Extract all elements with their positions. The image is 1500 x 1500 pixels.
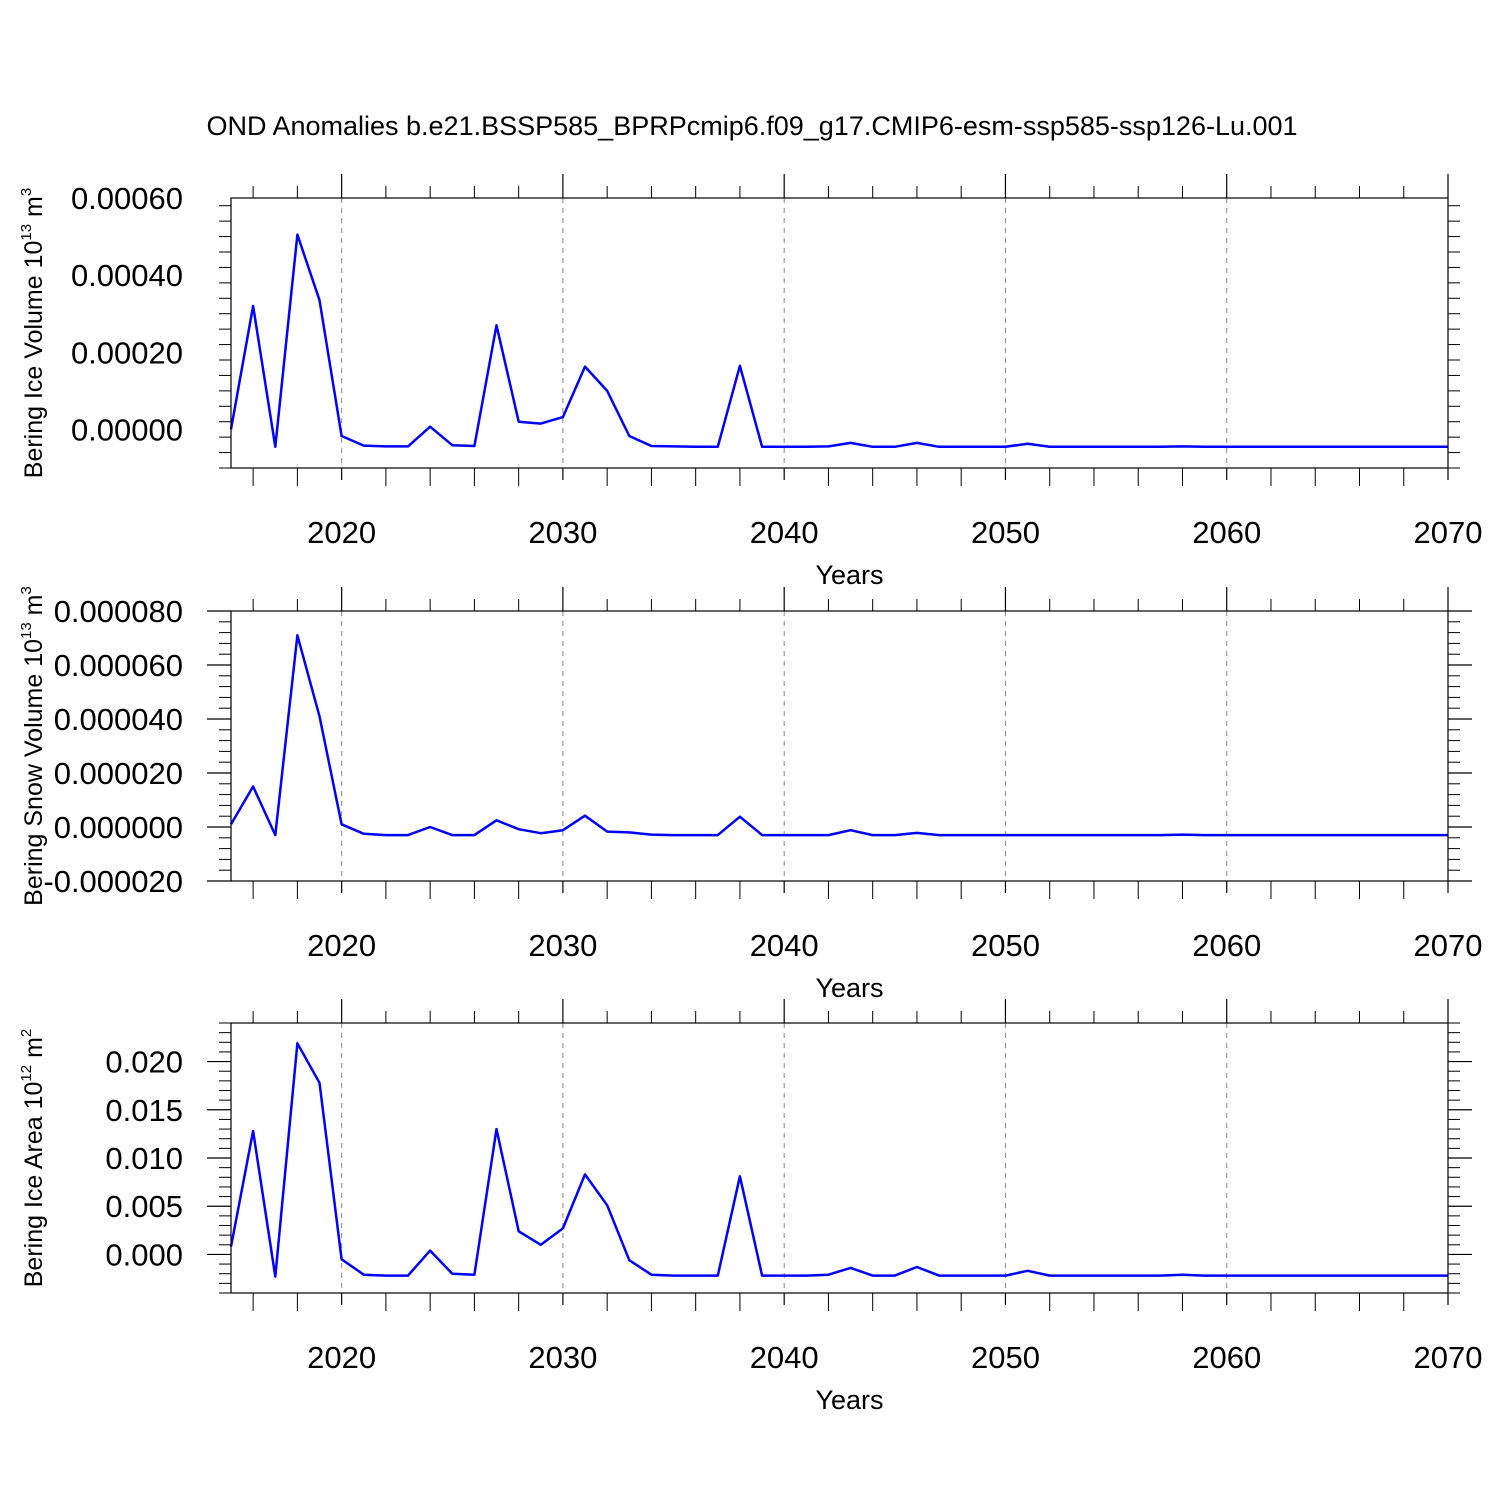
y-tick-label: 0.010 [105,1141,183,1176]
x-tick-label: 2060 [1192,515,1261,550]
x-axis-label: Years [815,973,883,1003]
x-tick-label: 2070 [1414,515,1483,550]
y-axis-label-exponent: 13 [18,622,35,639]
plot-frame [230,197,1449,469]
y-axis-label-exponent: 13 [18,224,35,241]
y-axis-label-unit: m [20,1037,48,1065]
x-tick-labels: 2020 2030 2040 2050 2060 2070 [307,928,1482,963]
y-tick-labels: -0.000020 0.000000 0.000020 0.000040 0.00006… [43,594,183,899]
x-tick-label: 2020 [307,928,376,963]
x-tick-label: 2050 [971,515,1040,550]
panel-ice-volume: 0.00000 0.00020 0.00040 0.00060 2020 2030 204… [18,174,1482,590]
y-tick-label: -0.000020 [43,864,183,899]
grid-lines [341,1023,1228,1293]
series-line [229,233,1448,449]
y-tick-label: 0.015 [105,1093,183,1128]
x-tick-label: 2030 [528,1340,597,1375]
y-tick-label: 0.000060 [54,648,183,683]
x-axis-label: Years [815,1385,883,1415]
series-line [229,634,1448,837]
y-tick-label: 0.000000 [54,810,183,845]
y-tick-label: 0.000 [105,1237,183,1272]
y-axis-label-text: Bering Snow Volume 10 [20,639,48,906]
y-axis-label-exponent: 12 [18,1065,35,1082]
x-tick-label: 2030 [528,928,597,963]
y-tick-label: 0.000020 [54,756,183,791]
x-tick-label: 2050 [971,1340,1040,1375]
y-axis-label-unit-exponent: 2 [18,1029,35,1037]
y-tick-labels: 0.000 0.005 0.010 0.015 0.020 [105,1045,183,1273]
x-tick-label: 2070 [1414,1340,1483,1375]
plot-frame [230,610,1449,882]
y-axis-label: Bering Ice Volume 1013 m3 [18,188,48,478]
y-tick-label: 0.020 [105,1045,183,1080]
grid-lines [341,198,1228,468]
y-tick-label: 0.00020 [71,335,183,370]
grid-lines [341,611,1228,881]
x-axis-label: Years [815,560,883,590]
y-tick-label: 0.00000 [71,412,183,447]
axis-ticks [207,999,1472,1311]
y-axis-label: Bering Ice Area 1012 m2 [18,1029,48,1288]
x-tick-label: 2040 [750,928,819,963]
x-tick-labels: 2020 2030 2040 2050 2060 2070 [307,515,1482,550]
axis-ticks [219,174,1460,486]
y-axis-label-unit-exponent: 3 [18,188,35,196]
y-tick-label: 0.00060 [71,181,183,216]
series-line [229,1042,1448,1278]
x-tick-label: 2020 [307,515,376,550]
x-tick-labels: 2020 2030 2040 2050 2060 2070 [307,1340,1482,1375]
plot-frame [230,1022,1449,1294]
panel-snow-volume: -0.000020 0.000000 0.000020 0.000040 0.00006… [18,586,1482,1003]
figure-title: OND Anomalies b.e21.BSSP585_BPRPcmip6.f0… [206,111,1297,141]
x-tick-label: 2020 [307,1340,376,1375]
y-tick-label: 0.005 [105,1189,183,1224]
y-axis-label-text: Bering Ice Area 10 [20,1082,48,1288]
x-tick-label: 2070 [1414,928,1483,963]
y-axis-label: Bering Snow Volume 1013 m3 [18,586,48,906]
y-tick-label: 0.000040 [54,702,183,737]
y-tick-label: 0.000080 [54,594,183,629]
x-tick-label: 2060 [1192,928,1261,963]
y-axis-label-unit: m [20,595,48,623]
x-tick-label: 2040 [750,1340,819,1375]
x-tick-label: 2050 [971,928,1040,963]
x-tick-label: 2030 [528,515,597,550]
x-tick-label: 2060 [1192,1340,1261,1375]
y-axis-label-text: Bering Ice Volume 10 [20,241,48,479]
y-tick-labels: 0.00000 0.00020 0.00040 0.00060 [71,181,183,447]
x-tick-label: 2040 [750,515,819,550]
y-axis-label-unit-exponent: 3 [18,586,35,594]
y-tick-label: 0.00040 [71,258,183,293]
axis-ticks [207,587,1472,899]
y-axis-label-unit: m [20,196,48,224]
